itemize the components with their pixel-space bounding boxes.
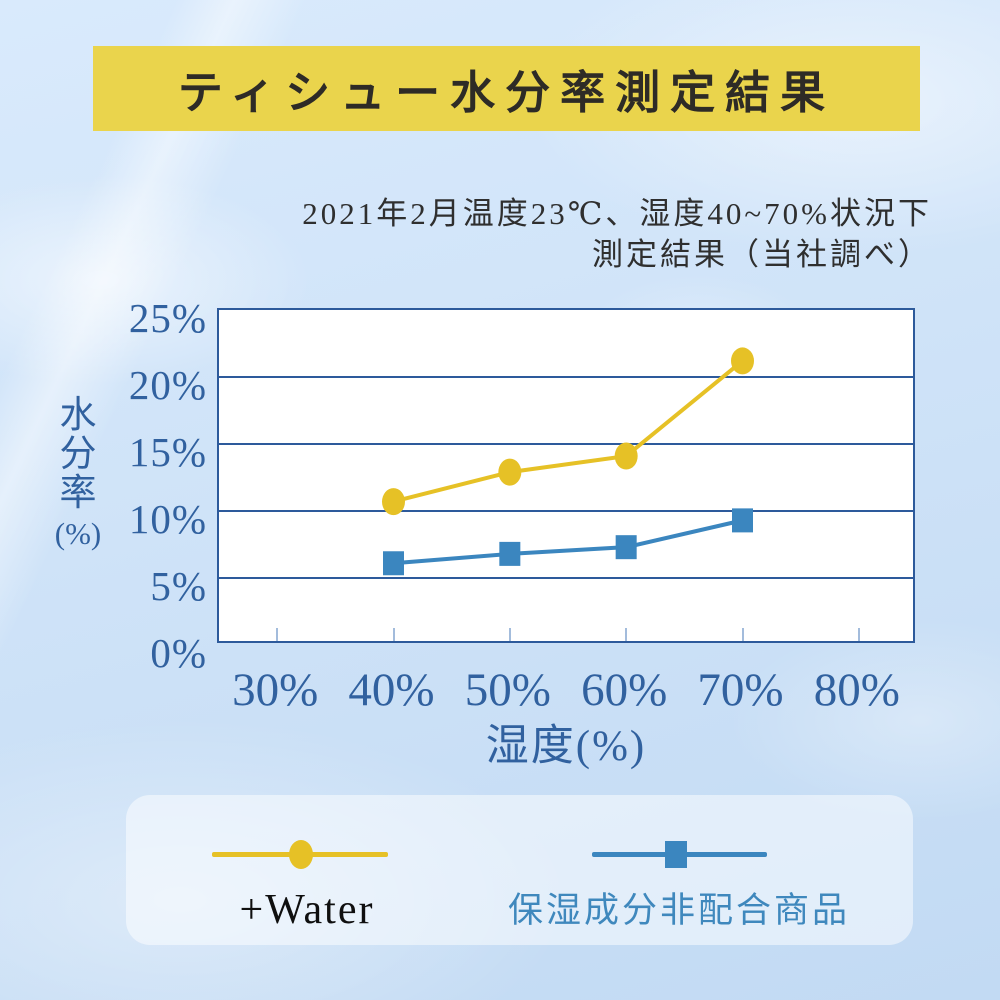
circle-data-point-60 [614,442,638,470]
square-data-point-60 [615,535,637,560]
circle-data-point-40 [382,488,405,516]
x-axis-title: 湿度(%) [485,723,647,770]
y-tick-label-25: 25% [128,295,207,341]
gridline [219,443,913,445]
x-tick-label-40: 40% [348,664,435,716]
chart-subtitle: 2021年2月温度23℃、湿度40~70%状況下 測定結果（当社調べ） [302,193,932,275]
gridline [219,577,913,579]
square-data-point-40 [383,551,404,576]
plot-area [217,308,915,643]
x-tick-mark [857,628,860,641]
y-tick-label-20: 20% [128,362,207,408]
circle-data-point-70 [731,347,754,375]
square-marker-icon [665,841,687,868]
circle-marker-icon [289,840,313,869]
title-banner: ティシュー水分率測定結果 [93,46,920,131]
subtitle-line-2: 測定結果（当社調べ） [592,237,932,272]
legend-label-water: +Water [239,887,375,933]
x-tick-label-70: 70% [697,664,784,716]
x-tick-mark [392,628,395,641]
x-tick-mark [741,628,744,641]
y-axis-title: 水分率 (%) [42,396,114,550]
x-tick-label-30: 30% [232,664,319,716]
gridline [219,376,913,378]
x-tick-mark [508,628,511,641]
legend-panel: +Water 保湿成分非配合商品 [126,795,913,945]
y-tick-label-15: 15% [128,429,207,475]
square-data-point-70 [732,508,753,533]
y-axis-title-char: 水 [59,395,97,436]
square-data-point-50 [499,541,521,566]
y-axis-title-char: 分 [59,434,97,475]
x-tick-mark [276,628,279,641]
x-tick-label-80: 80% [813,664,900,716]
y-tick-label-0: 0% [150,630,207,676]
gridline [219,510,913,512]
series-layer [382,347,754,576]
y-tick-label-10: 10% [128,496,207,542]
y-tick-label-5: 5% [150,563,207,609]
x-tick-label-60: 60% [581,664,668,716]
series-line-circle [393,359,744,504]
y-axis-title-char: 率 [59,473,97,514]
legend-label-product: 保湿成分非配合商品 [507,891,850,930]
x-tick-mark [625,628,628,641]
x-tick-label-50: 50% [464,664,551,716]
page-title: ティシュー水分率測定結果 [177,68,836,118]
subtitle-line-1: 2021年2月温度23℃、湿度40~70%状況下 [302,196,932,231]
circle-data-point-50 [498,458,522,486]
series-line-square [393,518,743,566]
y-axis-title-unit: (%) [54,516,102,551]
